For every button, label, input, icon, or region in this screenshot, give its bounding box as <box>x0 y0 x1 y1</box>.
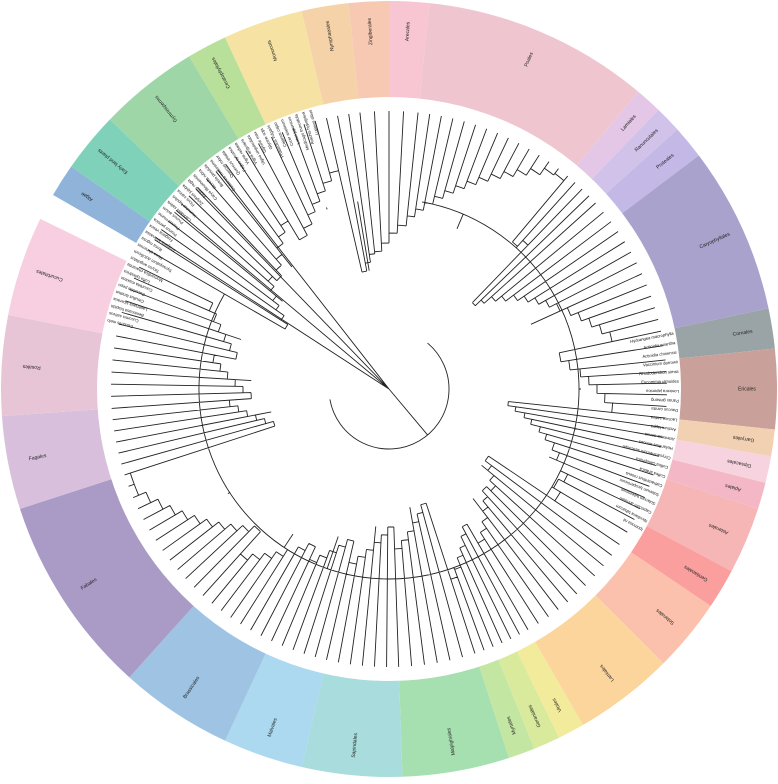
tip-label: Lonicera japonica <box>645 389 679 394</box>
sector-ceratophyllales <box>189 37 271 149</box>
tip-label: Cucumis melo <box>106 318 134 329</box>
sector-rosales <box>1 314 115 417</box>
tip-label: Actinidia chinensis <box>642 350 677 359</box>
clade-label-ericales: Ericales <box>738 386 756 392</box>
sector-fabales <box>19 475 202 678</box>
sector-nymphaeales <box>301 3 360 117</box>
sector-apiales <box>655 456 766 509</box>
tip-label: Rhododendron simsii <box>639 369 679 376</box>
clade-label-malpighiales: Malpighiales <box>446 727 457 756</box>
sector-myrtales <box>475 648 535 759</box>
sector-cucurbitales <box>8 218 138 336</box>
sector-garryales <box>664 418 775 457</box>
sector-ranunculales <box>583 109 678 202</box>
sector-vitales <box>511 631 583 738</box>
sector-dipsacales <box>660 437 772 483</box>
tree-branches <box>111 111 667 667</box>
tip-label: Panax ginseng <box>650 397 679 403</box>
sector-solanales <box>586 545 711 664</box>
sector-monocots <box>225 10 327 136</box>
sector-malvales <box>225 642 327 768</box>
clade-label-poales: Poales <box>523 51 535 68</box>
sector-sapindales <box>301 661 403 777</box>
clade-label-nymphaeales: Nymphaeales <box>325 20 336 52</box>
sector-algae <box>52 166 160 249</box>
sector-arecales <box>389 1 430 111</box>
clade-label-arecales: Arecales <box>405 21 412 41</box>
clade-label-fagales: Fagales <box>28 453 47 462</box>
sector-poales <box>418 3 639 175</box>
tip-label: Arctium lappa <box>650 424 677 433</box>
clade-label-garryales: Garryales <box>732 434 755 443</box>
sector-zingiberales <box>348 1 389 111</box>
tip-label: Eucommia ulmoides <box>641 379 679 385</box>
clade-label-rosales: Rosales <box>22 363 41 370</box>
sector-gentianales <box>621 520 732 606</box>
tip-label: Daucus carota <box>650 406 678 413</box>
tip-label: Vaccinium darrowii <box>643 359 678 367</box>
clade-label-apiales: Apiales <box>724 482 742 492</box>
sector-lamiales <box>568 91 659 188</box>
sector-cornales <box>662 308 775 360</box>
tip-label: Lupinus albus <box>308 109 320 135</box>
sector-asterales <box>636 475 759 572</box>
sector-proteales <box>597 129 699 221</box>
clade-label-dipsacales: Dipsacales <box>726 458 752 469</box>
sector-ericales <box>667 348 777 430</box>
clade-label-cornales: Cornales <box>732 329 753 338</box>
clade-label-zingiberales: Zingiberales <box>367 17 374 45</box>
clade-label-sapindales: Sapindales <box>351 732 359 758</box>
sector-malpighiales <box>398 655 509 777</box>
sector-fagales <box>1 408 123 509</box>
tip-label: Lactuca sativa <box>650 415 678 423</box>
branch-paths <box>111 111 667 667</box>
sector-geraniales <box>493 640 560 749</box>
tip-label: Actinidia eriantha <box>643 340 676 350</box>
sector-early-land <box>71 119 188 229</box>
